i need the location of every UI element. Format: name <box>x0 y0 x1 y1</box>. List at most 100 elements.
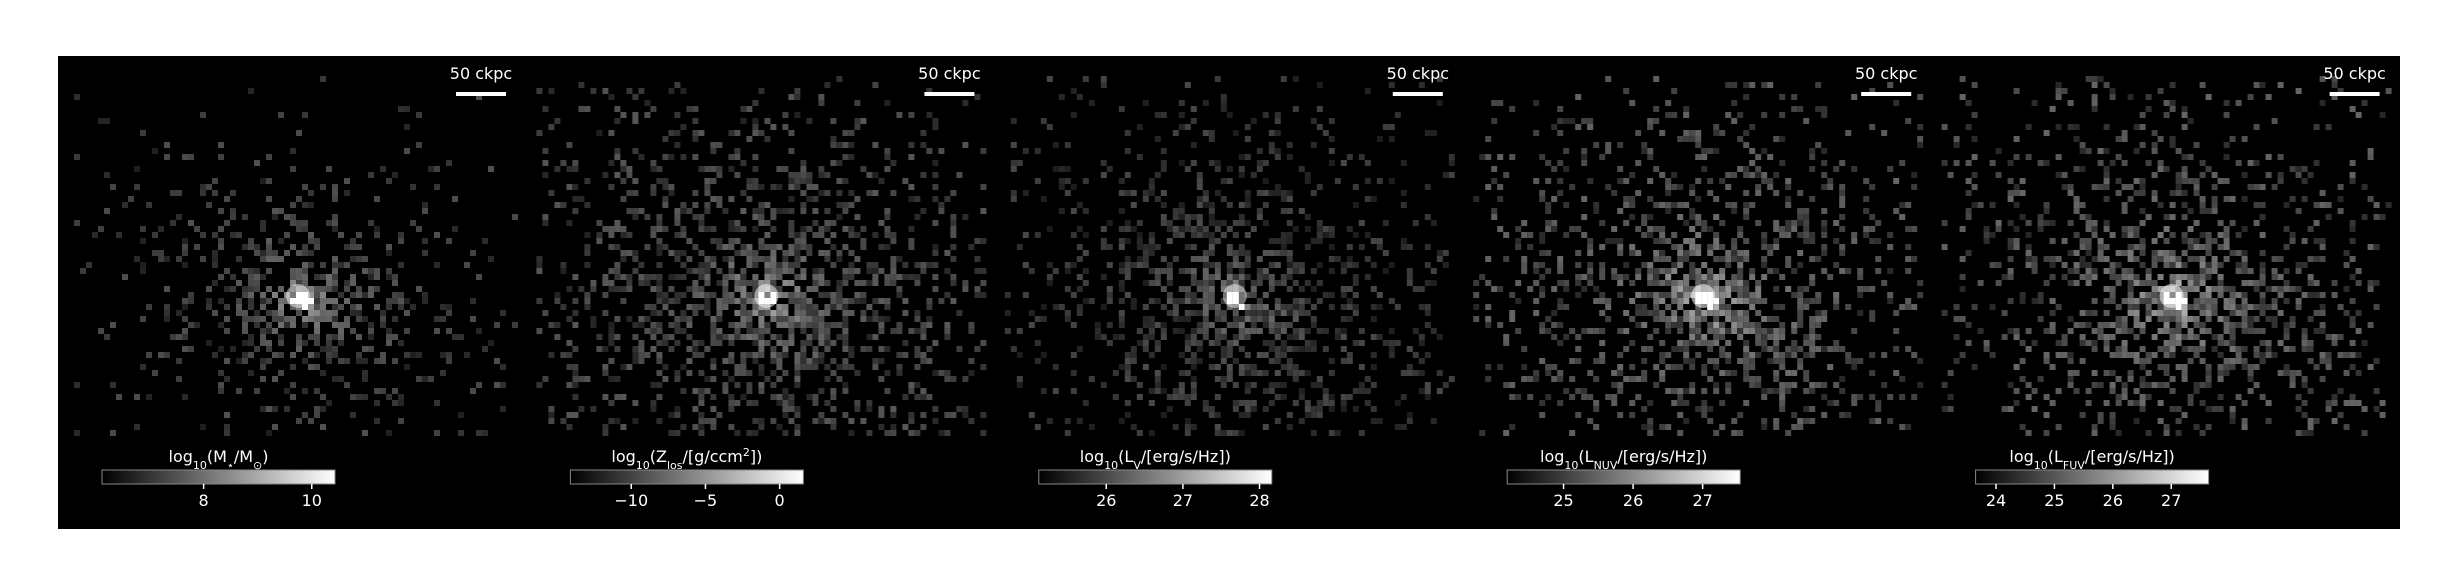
pixel <box>608 280 615 286</box>
pixel <box>1202 190 1209 196</box>
pixel <box>1761 388 1768 394</box>
pixel <box>2151 298 2158 304</box>
pixel <box>866 316 873 322</box>
pixel <box>884 232 891 238</box>
pixel <box>1352 280 1359 286</box>
pixel <box>1743 286 1750 292</box>
pixel <box>2019 424 2026 430</box>
pixel <box>1641 370 1648 376</box>
pixel <box>1959 316 1966 322</box>
pixel <box>884 298 891 304</box>
pixel <box>1364 400 1371 406</box>
pixel <box>2157 232 2164 238</box>
pixel <box>1767 358 1774 364</box>
pixel <box>2127 196 2134 202</box>
pixel <box>566 352 573 358</box>
pixel <box>932 160 939 166</box>
pixel <box>1238 202 1245 208</box>
pixel <box>1719 304 1726 310</box>
pixel <box>1539 190 1546 196</box>
pixel <box>2313 256 2320 262</box>
pixel <box>2325 406 2332 412</box>
pixel <box>1635 190 1642 196</box>
pixel <box>1893 328 1900 334</box>
pixel <box>1653 382 1660 388</box>
pixel <box>1214 430 1221 436</box>
pixel <box>2205 232 2212 238</box>
pixel <box>668 250 675 256</box>
pixel <box>1196 172 1203 178</box>
pixel <box>1689 274 1696 280</box>
pixel <box>746 106 753 112</box>
pixel <box>1485 136 1492 142</box>
pixel <box>1809 274 1816 280</box>
pixel <box>1208 340 1215 346</box>
pixel <box>1202 310 1209 316</box>
pixel <box>836 292 843 298</box>
pixel <box>2133 352 2140 358</box>
pixel <box>566 286 573 292</box>
pixel <box>2079 166 2086 172</box>
pixel <box>2313 220 2320 226</box>
pixel <box>662 340 669 346</box>
pixel <box>1917 94 1924 100</box>
pixel <box>1689 184 1696 190</box>
pixel <box>806 226 813 232</box>
pixel <box>2175 262 2182 268</box>
pixel <box>1965 160 1972 166</box>
pixel <box>1671 184 1678 190</box>
pixel <box>1851 358 1858 364</box>
pixel <box>1076 346 1083 352</box>
pixel <box>2187 334 2194 340</box>
pixel <box>440 316 446 322</box>
pixel <box>1142 190 1149 196</box>
pixel <box>2265 346 2272 352</box>
pixel <box>1725 184 1732 190</box>
pixel <box>242 268 248 274</box>
pixel <box>1761 328 1768 334</box>
pixel <box>1719 274 1726 280</box>
pixel <box>1905 424 1912 430</box>
pixel <box>1382 268 1389 274</box>
pixel <box>1707 418 1714 424</box>
pixel <box>692 244 699 250</box>
pixel <box>782 370 789 376</box>
pixel <box>884 430 891 436</box>
pixel <box>164 286 170 292</box>
pixel <box>1286 154 1293 160</box>
pixel <box>212 232 218 238</box>
pixel <box>632 208 639 214</box>
pixel <box>764 118 771 124</box>
pixel <box>1593 328 1600 334</box>
pixel <box>1172 388 1179 394</box>
pixel <box>572 394 579 400</box>
pixel <box>1941 310 1948 316</box>
pixel <box>1869 310 1876 316</box>
pixel <box>632 214 639 220</box>
pixel <box>2043 256 2050 262</box>
pixel <box>2055 88 2062 94</box>
pixel <box>932 274 939 280</box>
pixel <box>2025 244 2032 250</box>
pixel <box>848 226 855 232</box>
pixel <box>980 280 987 286</box>
pixel <box>1629 196 1636 202</box>
pixel <box>110 184 116 190</box>
pixel <box>902 262 909 268</box>
pixel <box>386 244 392 250</box>
pixel <box>728 340 735 346</box>
pixel <box>2121 160 2128 166</box>
pixel <box>752 124 759 130</box>
pixel <box>836 286 843 292</box>
pixel <box>1593 400 1600 406</box>
pixel <box>266 346 272 352</box>
pixel <box>1004 292 1011 298</box>
pixel <box>2217 286 2224 292</box>
pixel <box>1683 106 1690 112</box>
pixel <box>314 334 320 340</box>
pixel <box>1611 394 1618 400</box>
pixel <box>566 166 573 172</box>
pixel <box>1725 256 1732 262</box>
pixel <box>1659 298 1666 304</box>
pixel <box>2301 346 2308 352</box>
